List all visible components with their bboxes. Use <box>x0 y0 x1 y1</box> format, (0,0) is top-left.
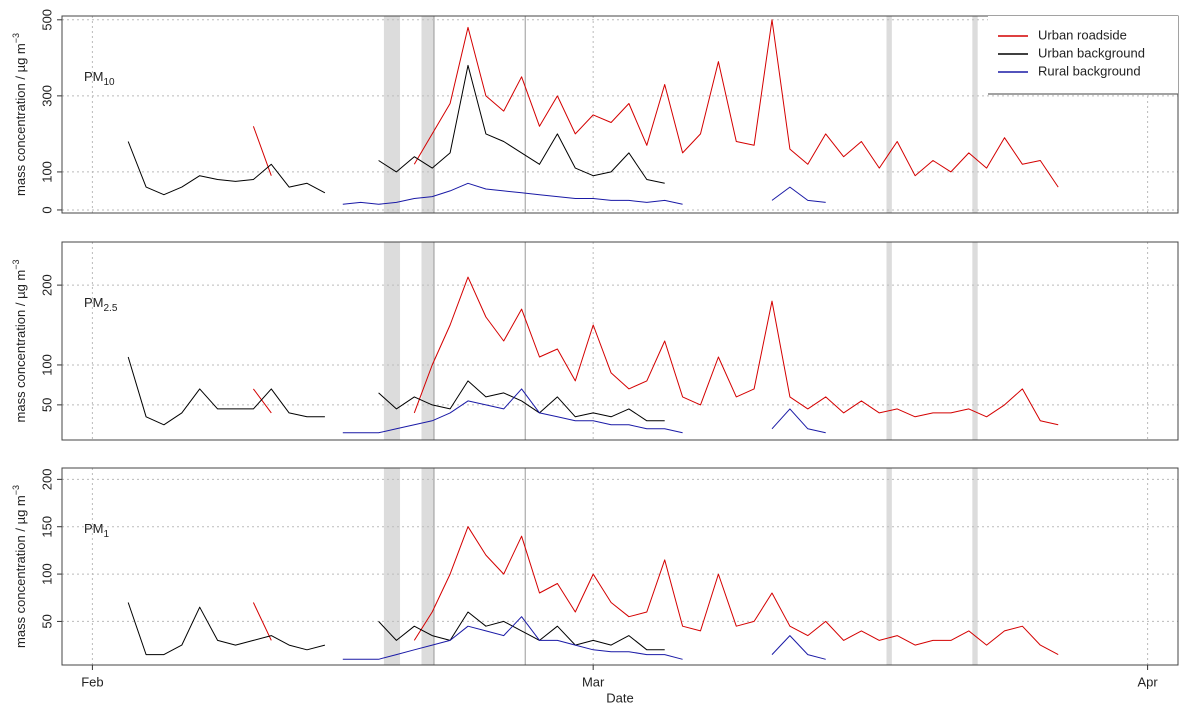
panel-label-sub: 1 <box>104 529 110 540</box>
shaded-period <box>886 16 892 213</box>
series-line <box>127 602 665 656</box>
shaded-period <box>972 468 978 665</box>
y-tick-label: 300 <box>39 85 54 107</box>
y-axis-title-main: mass concentration / µg m <box>13 270 28 423</box>
legend-label: Urban roadside <box>1038 27 1127 42</box>
y-tick-label: 500 <box>39 9 54 31</box>
shaded-period <box>972 16 978 213</box>
plot-frame <box>61 15 1179 214</box>
x-axis-title: Date <box>606 690 633 705</box>
y-axis-title-sup: −3 <box>11 485 21 495</box>
series-line <box>127 356 665 426</box>
shaded-period <box>421 242 434 440</box>
y-axis-title: mass concentration / µg m−3 <box>11 260 28 423</box>
y-axis-title-sup: −3 <box>11 260 21 270</box>
series-line <box>252 19 1059 188</box>
y-tick-label: 50 <box>39 398 54 412</box>
panel-label: PM1 <box>84 521 110 539</box>
series-line <box>252 526 1059 656</box>
x-tick-label: Feb <box>81 674 103 689</box>
panel-label: PM10 <box>84 69 115 87</box>
shaded-period <box>886 242 892 440</box>
y-tick-label: 100 <box>39 161 54 183</box>
y-tick-label: 100 <box>39 563 54 585</box>
x-tick-label: Apr <box>1137 674 1158 689</box>
series-line <box>342 182 826 205</box>
legend-label: Urban background <box>1038 45 1145 60</box>
panel-label-main: PM <box>84 521 104 536</box>
shaded-period <box>421 468 434 665</box>
y-axis-title: mass concentration / µg m−3 <box>11 485 28 648</box>
shaded-period <box>383 468 401 665</box>
legend-box <box>988 16 1178 94</box>
plot-frame <box>61 241 1179 441</box>
panel-label-sub: 10 <box>104 77 116 88</box>
shaded-period <box>421 16 434 213</box>
panel-label-main: PM <box>84 69 104 84</box>
y-axis-title-main: mass concentration / µg m <box>13 495 28 648</box>
y-tick-label: 200 <box>39 274 54 296</box>
shaded-period <box>972 242 978 440</box>
shaded-period <box>383 242 401 440</box>
y-tick-label: 100 <box>39 354 54 376</box>
series-line <box>342 616 826 660</box>
panel-label-sub: 2.5 <box>104 303 118 314</box>
y-tick-label: 0 <box>39 206 54 213</box>
y-tick-label: 50 <box>39 614 54 628</box>
y-axis-title-main: mass concentration / µg m <box>13 43 28 196</box>
panel-label-main: PM <box>84 295 104 310</box>
y-tick-label: 150 <box>39 516 54 538</box>
shaded-period <box>886 468 892 665</box>
panel-label: PM2.5 <box>84 295 118 313</box>
plot-frame <box>61 467 1179 666</box>
y-axis-title-sup: −3 <box>11 33 21 43</box>
series-line <box>127 64 665 196</box>
shaded-period <box>383 16 401 213</box>
y-axis-title: mass concentration / µg m−3 <box>11 33 28 196</box>
series-line <box>252 276 1059 426</box>
y-tick-label: 200 <box>39 469 54 491</box>
x-tick-label: Mar <box>582 674 605 689</box>
series-line <box>342 388 826 434</box>
legend-label: Rural background <box>1038 63 1141 78</box>
